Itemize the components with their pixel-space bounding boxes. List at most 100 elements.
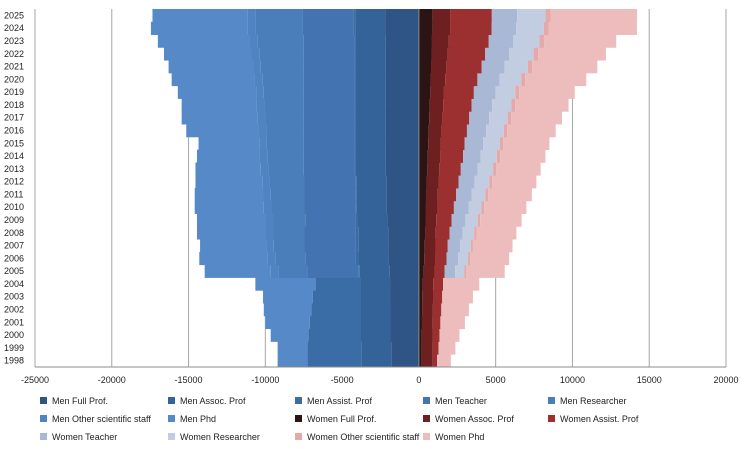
x-tick-6: 5000 (486, 375, 506, 385)
bar-2008-series-11 (462, 226, 475, 240)
bar-2006-series-0 (388, 251, 419, 266)
bar-2015-series-2 (354, 136, 356, 151)
bar-2012-series-6 (195, 175, 263, 189)
bar-1998-series-6 (277, 354, 308, 368)
bar-2011-series-5 (263, 188, 271, 202)
bar-2011-series-0 (386, 188, 419, 202)
bar-2025-series-1 (355, 9, 386, 23)
bar-2023-series-13 (544, 34, 617, 48)
bar-2020-series-1 (355, 72, 386, 87)
y-tick-2023: 2023 (4, 36, 24, 46)
bar-2000-series-8 (421, 328, 433, 342)
bar-2011-series-11 (471, 188, 486, 202)
bar-2011-series-4 (270, 188, 305, 202)
bar-2022-series-10 (485, 47, 510, 61)
bar-2004-series-0 (390, 277, 419, 291)
bar-2025-series-5 (247, 9, 256, 23)
y-tick-2018: 2018 (4, 100, 24, 110)
bar-2017-series-7 (418, 111, 430, 125)
y-tick-2025: 2025 (4, 10, 24, 20)
bar-2006-series-10 (446, 251, 459, 266)
bar-2002-series-9 (432, 303, 442, 317)
legend-label-7: Women Full Prof. (307, 414, 377, 424)
bar-2011-series-12 (485, 188, 489, 202)
bar-2006-series-1 (359, 251, 389, 266)
bar-2015-series-4 (266, 136, 304, 151)
y-tick-2006: 2006 (4, 253, 24, 263)
bar-2004-series-13 (443, 277, 480, 291)
bar-2008-series-4 (273, 226, 305, 240)
bar-2005-series-3 (307, 264, 359, 278)
bar-2019-series-2 (354, 85, 356, 99)
y-tick-2022: 2022 (4, 49, 24, 59)
bar-2023-series-12 (539, 34, 545, 48)
y-tick-2017: 2017 (4, 113, 24, 123)
bar-2014-series-7 (418, 149, 428, 163)
y-tick-2007: 2007 (4, 241, 24, 251)
legend-item-9: Women Assist. Prof (548, 413, 638, 425)
bar-2008-series-13 (476, 226, 517, 240)
bar-2021-series-8 (431, 60, 447, 74)
bar-2020-series-3 (303, 72, 355, 87)
y-tick-1998: 1998 (4, 356, 24, 366)
bar-2012-series-7 (418, 175, 427, 189)
bar-2018-series-8 (429, 98, 444, 112)
y-tick-1999: 1999 (4, 343, 24, 353)
bar-2008-series-10 (449, 226, 463, 240)
bar-2006-series-4 (275, 251, 306, 266)
legend-swatch-9 (548, 415, 555, 423)
bar-2022-series-1 (355, 47, 386, 61)
bar-2021-series-0 (385, 60, 419, 74)
bar-2010-series-9 (437, 200, 454, 214)
bar-2009-series-12 (477, 213, 481, 227)
bar-2004-series-2 (316, 277, 361, 291)
bar-2005-series-12 (464, 264, 467, 278)
bar-2010-series-12 (481, 200, 485, 214)
bar-2020-series-11 (499, 72, 522, 87)
x-tick-labels: -25000 -20000 -15000 -10000 -5000 0 5000 10000 1… (21, 375, 739, 385)
bar-2014-series-13 (500, 149, 546, 163)
chart-legend: Men Full Prof. Men Assoc. Prof Men Assist.… (40, 385, 750, 449)
bar-2021-series-4 (260, 60, 304, 74)
bar-2004-series-6 (255, 277, 317, 291)
legend-swatch-5 (40, 415, 47, 423)
bar-2006-series-2 (355, 251, 360, 266)
bar-2024-series-5 (247, 21, 256, 35)
bar-2024-series-1 (355, 21, 386, 35)
legend-label-0: Men Full Prof. (52, 396, 109, 406)
bar-2002-series-8 (422, 303, 433, 317)
bar-2019-series-9 (443, 85, 474, 99)
bar-2019-series-13 (519, 85, 575, 99)
bar-2023-series-4 (257, 34, 304, 48)
legend-label-9: Women Assist. Prof (560, 414, 639, 424)
bar-2003-series-0 (390, 290, 419, 304)
legend-item-13: Women Phd (423, 431, 484, 443)
bar-2015-series-13 (503, 136, 550, 151)
bar-2020-series-0 (385, 72, 419, 87)
bar-2018-series-4 (264, 98, 304, 112)
bar-2001-series-7 (418, 315, 422, 330)
bar-2020-series-7 (418, 72, 431, 87)
bar-2007-series-1 (358, 239, 389, 253)
bar-2017-series-10 (469, 111, 490, 125)
population-pyramid-chart: 1998 1999 2000 2001 2002 2003 2004 2005 2006 2007… (4, 9, 739, 385)
bar-2014-series-0 (385, 149, 419, 163)
bar-2000-series-9 (432, 328, 440, 342)
bar-2009-series-4 (273, 213, 306, 227)
bar-2012-series-11 (474, 175, 490, 189)
bar-2011-series-1 (356, 188, 387, 202)
bar-2012-series-8 (426, 175, 439, 189)
bar-2000-series-7 (418, 328, 422, 342)
bar-2022-series-8 (431, 47, 448, 61)
bar-2022-series-13 (538, 47, 606, 61)
bar-2020-series-10 (477, 72, 500, 87)
legend-item-8: Women Assoc. Prof (423, 413, 514, 425)
bar-2025-series-2 (353, 9, 356, 23)
bar-2007-series-6 (200, 239, 267, 253)
bar-2021-series-2 (354, 60, 356, 74)
bar-2012-series-2 (355, 175, 357, 189)
bar-2014-series-10 (463, 149, 481, 163)
bar-2020-series-8 (430, 72, 446, 87)
bar-2011-series-7 (418, 188, 427, 202)
bar-2017-series-3 (303, 111, 355, 125)
